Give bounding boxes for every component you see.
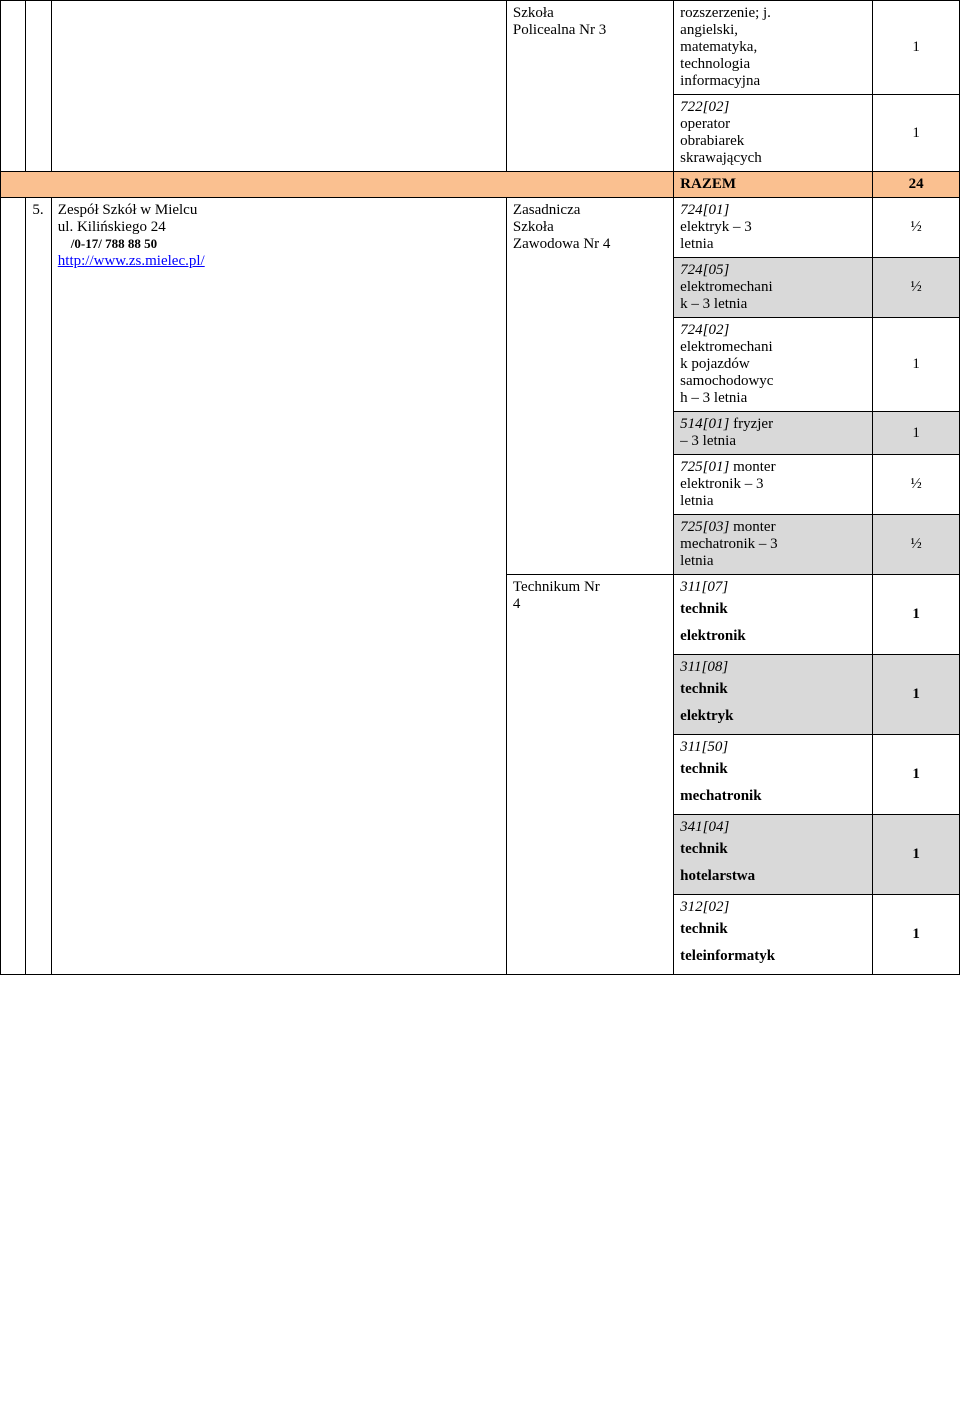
course-cell: 341[04] technikhotelarstwa [674,815,873,895]
course-cell: 514[01] fryzjer– 3 letnia [674,412,873,455]
course-value: 1 [873,895,960,975]
course-text: elektromechanik – 3 letnia [680,279,772,312]
course-value: 1 [873,318,960,412]
blank-cell [51,1,506,172]
extension-text: rozszerzenie; j.angielski,matematyka,tec… [680,5,771,89]
blank-cell [1,1,26,172]
course-bold: technikmechatronik [680,761,761,804]
school-address: ul. Kilińskiego 24 [58,219,166,235]
course-cell: 312[02] technikteleinformatyk [674,895,873,975]
operator-text: operatorobrabiarekskrawających [680,116,762,166]
operator-value: 1 [873,95,960,172]
course-cell: 725[03] montermechatronik – 3letnia [674,515,873,575]
course-value: ½ [873,258,960,318]
operator-code: 722[02] [680,99,729,115]
razem-label: RAZEM [674,172,873,198]
razem-value: 24 [873,172,960,198]
course-code: 311[08] [680,659,728,675]
course-value: 1 [873,575,960,655]
school-link[interactable]: http://www.zs.mielec.pl/ [58,253,205,269]
course-value: 1 [873,735,960,815]
course-text: letnia [680,493,713,509]
row-number: 5. [26,198,51,975]
operator-cell: 722[02] operatorobrabiarekskrawających [674,95,873,172]
razem-spacer [1,172,674,198]
course-cell: 311[07] technikelektronik [674,575,873,655]
course-value: 1 [873,655,960,735]
course-code: 724[01] [680,202,729,218]
technikum-label: Technikum Nr4 [506,575,673,975]
extension-value: 1 [873,1,960,95]
course-value: 1 [873,815,960,895]
course-code: 725[03] [680,519,729,535]
course-value: ½ [873,455,960,515]
course-bold: technikelektronik [680,601,746,644]
course-text: fryzjer [733,416,773,432]
course-text: monter [733,519,776,535]
school-label-cell: SzkołaPolicealna Nr 3 [506,1,673,172]
course-bold: technikteleinformatyk [680,921,775,964]
course-bold: technikhotelarstwa [680,841,755,884]
blank-cell [26,1,51,172]
course-cell: 724[02]elektromechanik pojazdówsamochodo… [674,318,873,412]
zasadnicza-label: ZasadniczaSzkołaZawodowa Nr 4 [506,198,673,575]
course-cell: 725[01] monterelektronik – 3letnia [674,455,873,515]
course-bold: technikelektryk [680,681,733,724]
course-code: 725[01] [680,459,729,475]
course-text: mechatronik – 3 [680,536,777,552]
course-code: 311[50] [680,739,728,755]
extension-cell: rozszerzenie; j.angielski,matematyka,tec… [674,1,873,95]
school-description: Zespół Szkół w Mielcuul. Kilińskiego 24 … [51,198,506,975]
school-name: Zespół Szkół w Mielcu [58,202,198,218]
school-label: SzkołaPolicealna Nr 3 [513,5,606,38]
course-cell: 724[01]elektryk – 3letnia [674,198,873,258]
course-code: 724[05] [680,262,729,278]
course-cell: 311[50] technikmechatronik [674,735,873,815]
course-value: 1 [873,412,960,455]
course-cell: 311[08] technikelektryk [674,655,873,735]
course-code: 341[04] [680,819,729,835]
course-value: ½ [873,515,960,575]
course-value: ½ [873,198,960,258]
phone: /0-17/ 788 88 50 [58,236,157,251]
course-code: 514[01] [680,416,729,432]
course-text: – 3 letnia [680,433,736,449]
course-text: elektromechanik pojazdówsamochodowych – … [680,339,773,406]
course-text: monter [733,459,776,475]
course-code: 311[07] [680,579,728,595]
course-code: 312[02] [680,899,729,915]
course-text: letnia [680,553,713,569]
course-code: 724[02] [680,322,729,338]
blank-cell [1,198,26,975]
main-table: SzkołaPolicealna Nr 3 rozszerzenie; j.an… [0,0,960,975]
course-cell: 724[05]elektromechanik – 3 letnia [674,258,873,318]
course-text: elektronik – 3 [680,476,763,492]
course-text: elektryk – 3letnia [680,219,752,252]
